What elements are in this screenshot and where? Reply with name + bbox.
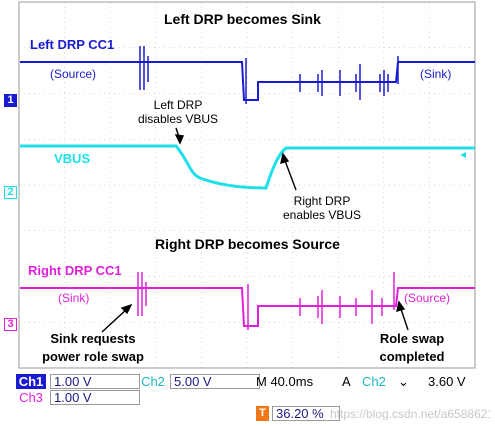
- sink-requests-label: Sink requests power role swap: [42, 331, 144, 364]
- ch3-status-label[interactable]: Ch3: [19, 390, 43, 405]
- ch3-sink-label: (Sink): [58, 291, 90, 305]
- trigger-slope-icon: ⌄: [398, 374, 409, 389]
- left-drp-disables-label: Left DRP disables VBUS: [137, 98, 219, 126]
- ch1-ground-marker[interactable]: 1: [4, 94, 17, 107]
- ch1-scale-value[interactable]: 1.00 V: [50, 374, 140, 389]
- ch1-spikes: [139, 46, 399, 104]
- right-drp-enables-label: Right DRP enables VBUS: [282, 194, 362, 222]
- ch2-scale-value[interactable]: 5.00 V: [170, 374, 260, 389]
- ch3-ground-marker[interactable]: 3: [4, 318, 17, 331]
- vbus-label: VBUS: [54, 151, 91, 166]
- trigger-level-value[interactable]: 3.60 V: [428, 374, 466, 389]
- ch1-name-label: Left DRP CC1: [30, 37, 115, 52]
- ch3-spikes: [137, 272, 395, 330]
- ch1-source-label: (Source): [50, 67, 97, 81]
- ch3-name-label: Right DRP CC1: [28, 263, 122, 278]
- watermark: https://blog.csdn.net/a6588621: [330, 408, 490, 420]
- ch2-ground-marker[interactable]: 2: [4, 186, 17, 199]
- annotation-arrows: [101, 127, 409, 333]
- status-row-3: T 36.20 %: [256, 406, 456, 421]
- role-swap-label: Role swap completed: [379, 331, 445, 364]
- status-row-1: Ch1 1.00 V Ch2 5.00 V M 40.0ms A Ch2 ⌄ 3…: [16, 374, 486, 389]
- trigger-position-icon: T: [256, 406, 269, 421]
- trigger-mode[interactable]: A: [342, 374, 351, 389]
- trigger-level-marker: [460, 152, 466, 158]
- trigger-channel[interactable]: Ch2: [362, 374, 386, 389]
- graticule-frame: [18, 1, 476, 369]
- mid-title: Right DRP becomes Source: [155, 236, 340, 252]
- ch3-source-label: (Source): [404, 291, 451, 305]
- ch2-trace: [20, 144, 475, 190]
- ch2-status-label[interactable]: Ch2: [141, 374, 165, 389]
- ch3-trace: [20, 287, 475, 327]
- ch1-status-label[interactable]: Ch1: [16, 374, 46, 389]
- trigger-position-value[interactable]: 36.20 %: [272, 406, 340, 421]
- top-title: Left DRP becomes Sink: [164, 11, 321, 27]
- ch1-sink-label: (Sink): [420, 67, 452, 81]
- ch3-scale-value[interactable]: 1.00 V: [50, 390, 140, 405]
- status-row-2: Ch3 1.00 V: [16, 390, 216, 405]
- timebase-value[interactable]: M 40.0ms: [256, 374, 314, 389]
